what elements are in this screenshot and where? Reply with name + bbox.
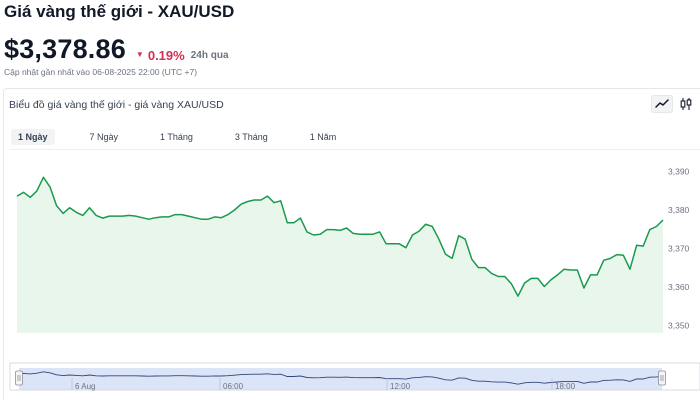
tab-1-day[interactable]: 1 Ngày — [11, 129, 55, 145]
range-tabs: 1 Ngày 7 Ngày 1 Tháng 3 Tháng 1 Năm — [11, 129, 343, 145]
price-summary: $3,378.86 ▼ 0.19% 24h qua — [4, 34, 229, 65]
navigator-line — [16, 371, 664, 385]
line-chart-icon — [655, 99, 669, 108]
y-tick-label: 3,390 — [668, 167, 690, 177]
navigator-selection — [19, 368, 662, 390]
tab-1-year[interactable]: 1 Năm — [309, 132, 337, 142]
price-change: ▼ 0.19% 24h qua — [136, 48, 229, 63]
price-area — [17, 177, 663, 333]
chart-panel — [3, 88, 700, 400]
current-price: $3,378.86 — [4, 34, 126, 64]
navigator-handle-left[interactable] — [15, 370, 23, 386]
navigator-handle-right[interactable] — [658, 370, 666, 386]
chart-heading: Biểu đồ giá vàng thế giới - giá vàng XAU… — [9, 99, 224, 111]
navigator-tick-label: 18:00 — [555, 382, 576, 391]
y-axis: 3,350 3,360 3,370 3,380 3,390 — [668, 167, 690, 331]
navigator-tick-label: 6 Aug — [75, 382, 95, 391]
change-period: 24h qua — [190, 50, 229, 61]
y-tick-label: 3,370 — [668, 243, 690, 253]
candlestick-icon — [680, 98, 692, 110]
last-updated: Cập nhật gần nhất vào 06-08-2025 22:00 (… — [4, 67, 198, 77]
navigator-axis: 6 Aug 06:00 12:00 18:00 — [71, 378, 576, 391]
triangle-down-icon: ▼ — [135, 50, 144, 59]
page-title: Giá vàng thế giới - XAU/USD — [4, 2, 235, 21]
y-tick-label: 3,380 — [668, 205, 690, 215]
tabs-divider — [10, 149, 700, 150]
y-tick-label: 3,360 — [668, 282, 690, 292]
price-line — [16, 176, 664, 297]
navigator[interactable]: 6 Aug 06:00 12:00 18:00 — [9, 362, 700, 391]
tab-1-month[interactable]: 1 Tháng — [160, 132, 193, 142]
y-tick-label: 3,350 — [668, 320, 690, 330]
candlestick-button[interactable] — [675, 95, 697, 113]
line-chart-button[interactable] — [651, 95, 673, 113]
tab-7-days[interactable]: 7 Ngày — [89, 132, 119, 142]
tab-3-months[interactable]: 3 Tháng — [234, 132, 268, 142]
change-percent: 0.19% — [147, 48, 185, 63]
navigator-tick-label: 12:00 — [390, 382, 411, 391]
navigator-tick-label: 06:00 — [223, 382, 244, 391]
